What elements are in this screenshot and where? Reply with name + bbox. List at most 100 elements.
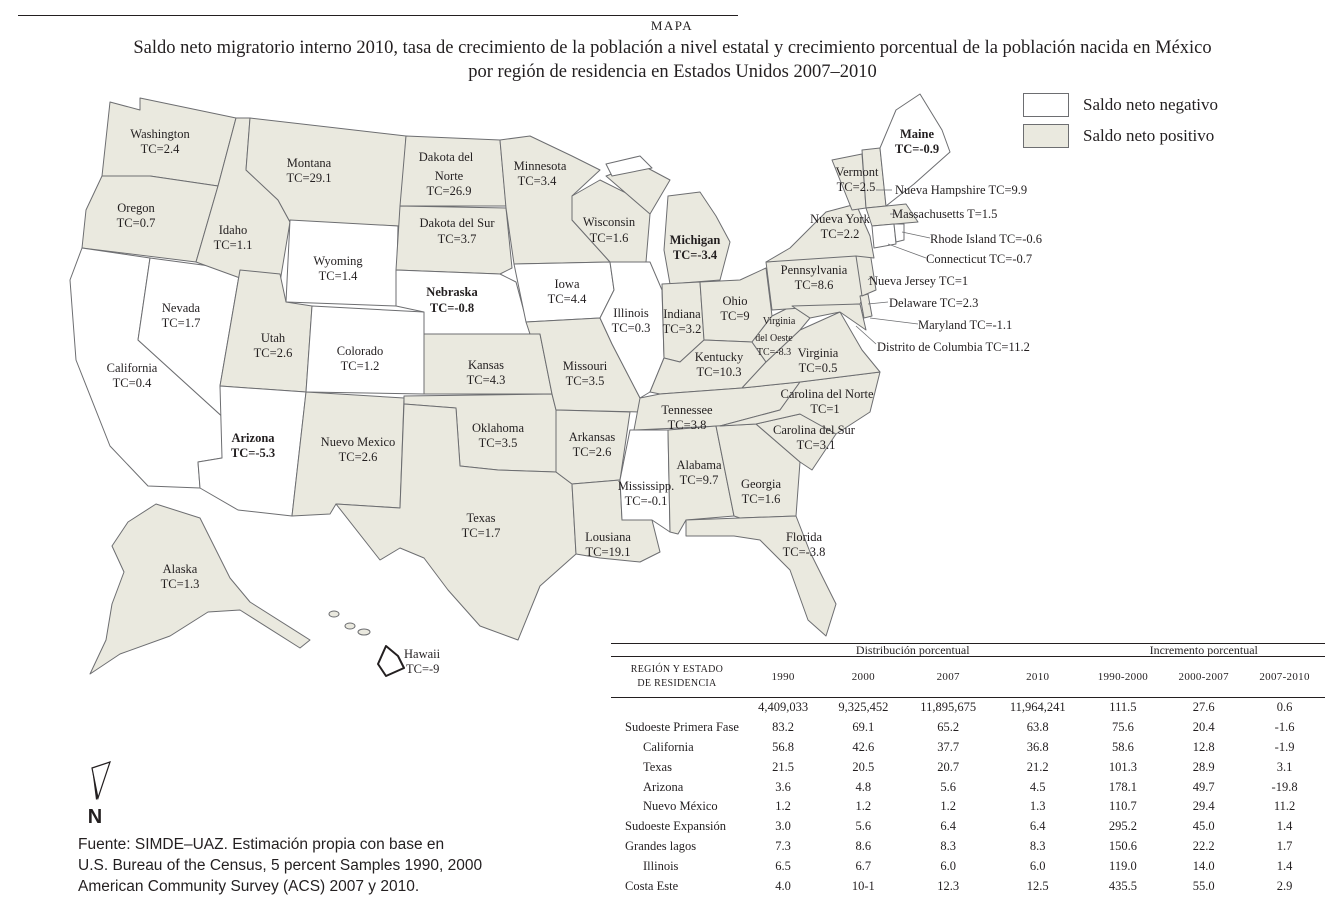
state-great-lakes (605, 155, 653, 177)
table-cell: 101.3 (1108, 759, 1137, 774)
label-georgia: Georgia (741, 477, 781, 491)
svg-text:TC=2.2: TC=2.2 (821, 227, 860, 241)
svg-text:TC=1.2: TC=1.2 (341, 359, 380, 373)
group-distribucion: Distribución porcentual (855, 643, 970, 657)
label-ohio: Ohio (723, 294, 748, 308)
svg-text:Distrito de Columbia TC=11.2: Distrito de Columbia TC=11.2 (877, 340, 1030, 354)
hawaii-island-2 (344, 622, 356, 630)
table-cell: 69.1 (852, 720, 875, 735)
svg-text:TC=1.6: TC=1.6 (590, 231, 629, 245)
svg-text:Alaska: Alaska (163, 562, 198, 576)
tc-nueva-york: TC=2.2 (821, 227, 860, 241)
tc-pennsylvania: TC=8.6 (795, 278, 834, 292)
tc-iowa: TC=4.4 (548, 292, 587, 306)
label-idaho: Idaho (219, 223, 247, 237)
tc-wisconsin: TC=1.6 (590, 231, 629, 245)
row-label: Illinois (643, 858, 679, 873)
table-row: Illinois 6.5 6.7 6.0 6.0 119.0 14.0 1.4 (611, 856, 1325, 876)
svg-text:TC=2.6: TC=2.6 (254, 346, 293, 360)
label-missouri: Missouri (563, 359, 608, 373)
svg-text:Nebraska: Nebraska (426, 285, 478, 299)
table-cell: 56.8 (772, 739, 795, 754)
source-line-1: Fuente: SIMDE–UAZ. Estimación propia con… (78, 836, 445, 853)
tc-idaho: TC=1.1 (214, 238, 253, 252)
row-label: Sudoeste Expansión (625, 819, 727, 834)
callout-connecticut: Connecticut TC=-0.7 (926, 252, 1032, 266)
table-cell: 8.3 (940, 838, 956, 853)
svg-text:Dakota del Sur: Dakota del Sur (420, 216, 496, 230)
label-utah: Utah (261, 331, 286, 345)
table-cell: 65.2 (937, 720, 960, 735)
table-cell: 1.7 (1276, 838, 1293, 853)
tc-carolina-sur: TC=3.1 (797, 438, 836, 452)
label-kansas: Kansas (468, 358, 504, 372)
svg-text:TC=3.8: TC=3.8 (668, 418, 707, 432)
svg-text:Montana: Montana (287, 156, 332, 170)
tc-oregon: TC=0.7 (117, 216, 156, 230)
callout-massachusetts: Massachusetts T=1.5 (892, 207, 997, 221)
label-louisiana: Lousiana (585, 530, 631, 544)
tc-georgia: TC=1.6 (742, 492, 781, 506)
row-label: California (643, 739, 694, 754)
svg-text:Indiana: Indiana (663, 307, 701, 321)
svg-text:TC=-9: TC=-9 (406, 662, 439, 676)
label-michigan: Michigan (670, 233, 721, 247)
label-colorado: Colorado (337, 344, 384, 358)
table-cell: 11,964,241 (1009, 700, 1066, 715)
table-cell: 49.7 (1192, 779, 1215, 794)
tc-utah: TC=2.6 (254, 346, 293, 360)
svg-text:Maryland TC=-1.1: Maryland TC=-1.1 (918, 318, 1012, 332)
col-2007: 2007 (936, 671, 960, 683)
label-montana: Montana (287, 156, 332, 170)
svg-text:TC=1.7: TC=1.7 (462, 526, 501, 540)
svg-text:Nueva York: Nueva York (810, 212, 870, 226)
svg-text:Arizona: Arizona (231, 431, 275, 445)
svg-text:TC=3.2: TC=3.2 (663, 322, 702, 336)
row-label: Sudoeste Primera Fase (625, 720, 739, 735)
svg-text:TC=0.5: TC=0.5 (799, 361, 838, 375)
table-cell: 119.0 (1109, 858, 1137, 873)
hawaii-island-3 (357, 628, 371, 636)
svg-text:TC=29.1: TC=29.1 (287, 171, 332, 185)
table-cell: 12.3 (937, 878, 960, 893)
callout-delaware: Delaware TC=2.3 (889, 296, 978, 310)
svg-text:Tennessee: Tennessee (661, 403, 713, 417)
label-indiana: Indiana (663, 307, 701, 321)
legend-positive-label: Saldo neto positivo (1083, 126, 1215, 145)
label-illinois: Illinois (613, 306, 649, 320)
svg-text:Dakota del: Dakota del (419, 150, 474, 164)
table-cell: 150.6 (1108, 838, 1137, 853)
table-cell: 6.4 (1029, 819, 1046, 834)
tc-virginia: TC=0.5 (799, 361, 838, 375)
tc-montana: TC=29.1 (287, 171, 332, 185)
table-cell: 435.5 (1108, 878, 1137, 893)
table-cell: 1.3 (1029, 799, 1046, 814)
table-cell: 6.0 (1029, 858, 1046, 873)
col-region: REGIÓN Y ESTADO DE RESIDENCIA (630, 664, 724, 689)
table-body: 4,409,033 9,325,452 11,895,675 11,964,241 11… (611, 698, 1325, 896)
svg-text:Lousiana: Lousiana (585, 530, 631, 544)
callout-leaders (855, 189, 931, 345)
svg-text:TC=1: TC=1 (810, 402, 839, 416)
svg-text:TC=-3.8: TC=-3.8 (783, 545, 826, 559)
state-nueva-york (765, 203, 875, 263)
label-kentucky: Kentucky (695, 350, 744, 364)
col-2000: 2000 (851, 671, 875, 683)
table-cell: 11.2 (1273, 799, 1296, 814)
svg-text:TC=1.1: TC=1.1 (214, 238, 253, 252)
table-cell: 45.0 (1192, 819, 1215, 834)
tc-kentucky: TC=10.3 (697, 365, 742, 379)
table-group-header: Distribución porcentual Incremento porce… (611, 643, 1325, 657)
table-cell: 1.2 (940, 799, 956, 814)
callout-distrito-columbia: Distrito de Columbia TC=11.2 (877, 340, 1030, 354)
svg-text:N: N (88, 806, 102, 828)
table-cell: 1.2 (775, 799, 791, 814)
svg-text:TC=10.3: TC=10.3 (697, 365, 742, 379)
callout-maryland: Maryland TC=-1.1 (918, 318, 1012, 332)
svg-text:TC=2.5: TC=2.5 (837, 180, 876, 194)
legend-positive: Saldo neto positivo (1023, 124, 1214, 148)
state-maine (879, 93, 951, 207)
table-cell: 36.8 (1026, 739, 1049, 754)
svg-text:TC=2.6: TC=2.6 (339, 450, 378, 464)
